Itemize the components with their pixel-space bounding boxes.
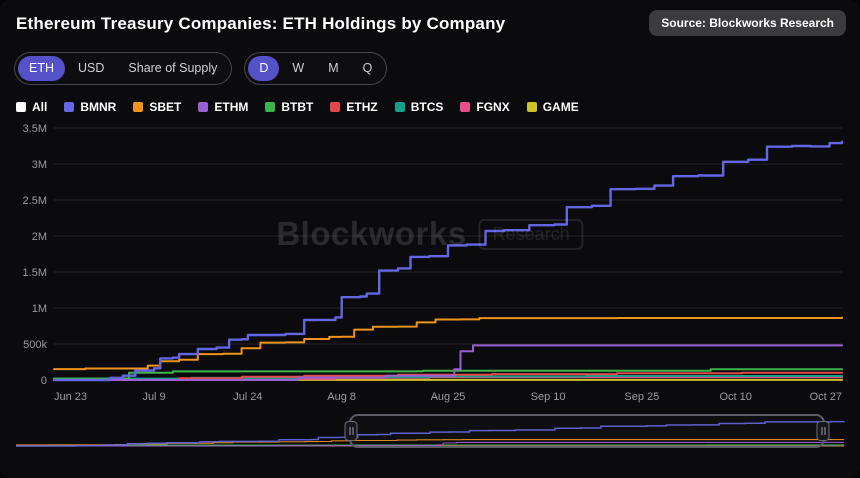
- x-tick-label: Aug 8: [327, 391, 356, 403]
- chart-area: 0 500k 1M 1.5M 2M 2.5M 3M 3.5M Jun 23 Jul 9 Jul 24…: [14, 118, 846, 410]
- x-tick-label: Oct 27: [810, 391, 842, 403]
- legend-swatch-btbt: [265, 101, 276, 112]
- legend-item-ethm[interactable]: ETHM: [198, 100, 248, 114]
- unit-option-usd[interactable]: USD: [67, 56, 115, 81]
- legend-label: SBET: [149, 99, 182, 114]
- y-tick-label: 1.5M: [23, 267, 47, 279]
- navigator-series-bmnr: [16, 420, 845, 447]
- series-line-bmnr: [52, 140, 844, 381]
- x-tick-label: Jul 9: [142, 391, 165, 403]
- y-tick-label: 3.5M: [23, 123, 47, 135]
- y-tick-label: 2.5M: [23, 195, 47, 207]
- legend-label: GAME: [542, 99, 579, 114]
- range-navigator[interactable]: [14, 412, 846, 452]
- interval-option-m[interactable]: M: [317, 56, 349, 81]
- legend: All BMNR SBET ETHM BTBT ETHZ BTCS FGNX G…: [16, 100, 846, 114]
- source-badge: Source: Blockworks Research: [649, 10, 846, 36]
- legend-item-btbt[interactable]: BTBT: [265, 100, 313, 114]
- header: Ethereum Treasury Companies: ETH Holding…: [14, 10, 846, 36]
- navigator-mini-chart: [16, 420, 845, 447]
- legend-item-all[interactable]: All: [16, 100, 47, 114]
- navigator-series-ethm: [16, 441, 844, 447]
- controls-row: ETH USD Share of Supply D W M Q: [14, 52, 846, 85]
- unit-option-eth[interactable]: ETH: [18, 56, 65, 81]
- legend-label: ETHZ: [346, 99, 378, 114]
- x-tick-label: Sep 25: [624, 391, 659, 403]
- x-tick-label: Aug 25: [431, 391, 466, 403]
- y-tick-label: 3M: [32, 159, 47, 171]
- interval-toggle: D W M Q: [244, 52, 388, 85]
- legend-swatch-bmnr: [64, 101, 75, 112]
- legend-swatch-all: [16, 101, 26, 112]
- x-tick-label: Oct 10: [719, 391, 751, 403]
- page-title: Ethereum Treasury Companies: ETH Holding…: [16, 14, 506, 33]
- navigator-handle-left[interactable]: [344, 420, 358, 441]
- x-tick-label: Jul 24: [233, 391, 262, 403]
- y-tick-label: 1M: [32, 303, 47, 315]
- series-line-ethm: [53, 343, 843, 381]
- x-tick-label: Sep 10: [531, 391, 566, 403]
- legend-swatch-sbet: [133, 101, 144, 112]
- legend-item-sbet[interactable]: SBET: [133, 100, 181, 114]
- legend-item-fgnx[interactable]: FGNX: [460, 99, 510, 114]
- grip-icon: [821, 426, 823, 435]
- legend-swatch-btcs: [394, 101, 405, 112]
- x-tick-label: Jun 23: [54, 391, 87, 403]
- legend-label: BTCS: [410, 99, 444, 114]
- legend-item-bmnr[interactable]: BMNR: [64, 100, 116, 114]
- legend-swatch-ethm: [198, 101, 209, 112]
- legend-item-game[interactable]: GAME: [526, 99, 579, 114]
- interval-option-w[interactable]: W: [281, 56, 315, 81]
- interval-option-d[interactable]: D: [248, 56, 280, 81]
- legend-swatch-fgnx: [460, 101, 471, 112]
- legend-label: BTBT: [281, 99, 314, 114]
- interval-option-q[interactable]: Q: [352, 56, 384, 81]
- y-tick-label: 0: [41, 375, 47, 387]
- legend-item-btcs[interactable]: BTCS: [394, 99, 444, 114]
- legend-label: FGNX: [476, 99, 510, 114]
- legend-item-ethz[interactable]: ETHZ: [330, 99, 378, 114]
- y-tick-label: 2M: [32, 231, 47, 243]
- legend-label: BMNR: [80, 99, 117, 114]
- navigator-range-selection[interactable]: [344, 413, 830, 448]
- legend-label: ETHM: [214, 99, 249, 114]
- legend-swatch-game: [526, 101, 537, 112]
- y-tick-label: 500k: [23, 339, 47, 351]
- holdings-chart-canvas[interactable]: 0 500k 1M 1.5M 2M 2.5M 3M 3.5M Jun 23 Jul 9 Jul 24…: [14, 118, 846, 410]
- unit-toggle: ETH USD Share of Supply: [14, 52, 233, 85]
- unit-option-share-of-supply[interactable]: Share of Supply: [117, 56, 228, 81]
- legend-swatch-ethz: [330, 101, 341, 112]
- navigator-handle-right[interactable]: [816, 420, 830, 441]
- grip-icon: [349, 426, 351, 435]
- series-line-sbet: [53, 316, 843, 370]
- legend-label: All: [32, 99, 48, 114]
